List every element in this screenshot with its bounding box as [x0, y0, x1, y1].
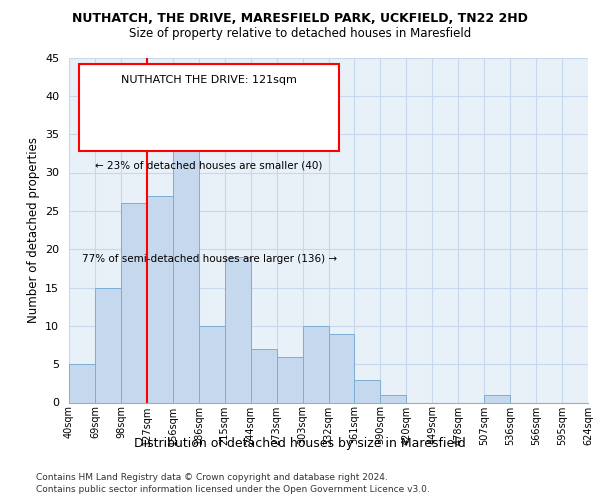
Text: Contains public sector information licensed under the Open Government Licence v3: Contains public sector information licen… — [36, 485, 430, 494]
Text: Size of property relative to detached houses in Maresfield: Size of property relative to detached ho… — [129, 28, 471, 40]
Text: Distribution of detached houses by size in Maresfield: Distribution of detached houses by size … — [134, 438, 466, 450]
Bar — [329, 334, 355, 402]
Y-axis label: Number of detached properties: Number of detached properties — [26, 137, 40, 323]
Bar — [69, 364, 95, 403]
Text: 77% of semi-detached houses are larger (136) →: 77% of semi-detached houses are larger (… — [82, 254, 337, 264]
Bar — [225, 257, 251, 402]
Text: NUTHATCH, THE DRIVE, MARESFIELD PARK, UCKFIELD, TN22 2HD: NUTHATCH, THE DRIVE, MARESFIELD PARK, UC… — [72, 12, 528, 26]
Bar — [380, 395, 406, 402]
Text: NUTHATCH THE DRIVE: 121sqm: NUTHATCH THE DRIVE: 121sqm — [121, 74, 297, 85]
Bar — [199, 326, 224, 402]
Bar — [484, 395, 510, 402]
Bar — [277, 356, 302, 403]
Text: ← 23% of detached houses are smaller (40): ← 23% of detached houses are smaller (40… — [95, 161, 323, 171]
Bar — [173, 134, 199, 402]
Bar — [95, 288, 121, 403]
FancyBboxPatch shape — [79, 64, 339, 150]
Bar — [121, 203, 147, 402]
Text: Contains HM Land Registry data © Crown copyright and database right 2024.: Contains HM Land Registry data © Crown c… — [36, 472, 388, 482]
Bar — [251, 349, 277, 403]
Bar — [355, 380, 380, 402]
Bar — [302, 326, 329, 402]
Bar — [147, 196, 173, 402]
